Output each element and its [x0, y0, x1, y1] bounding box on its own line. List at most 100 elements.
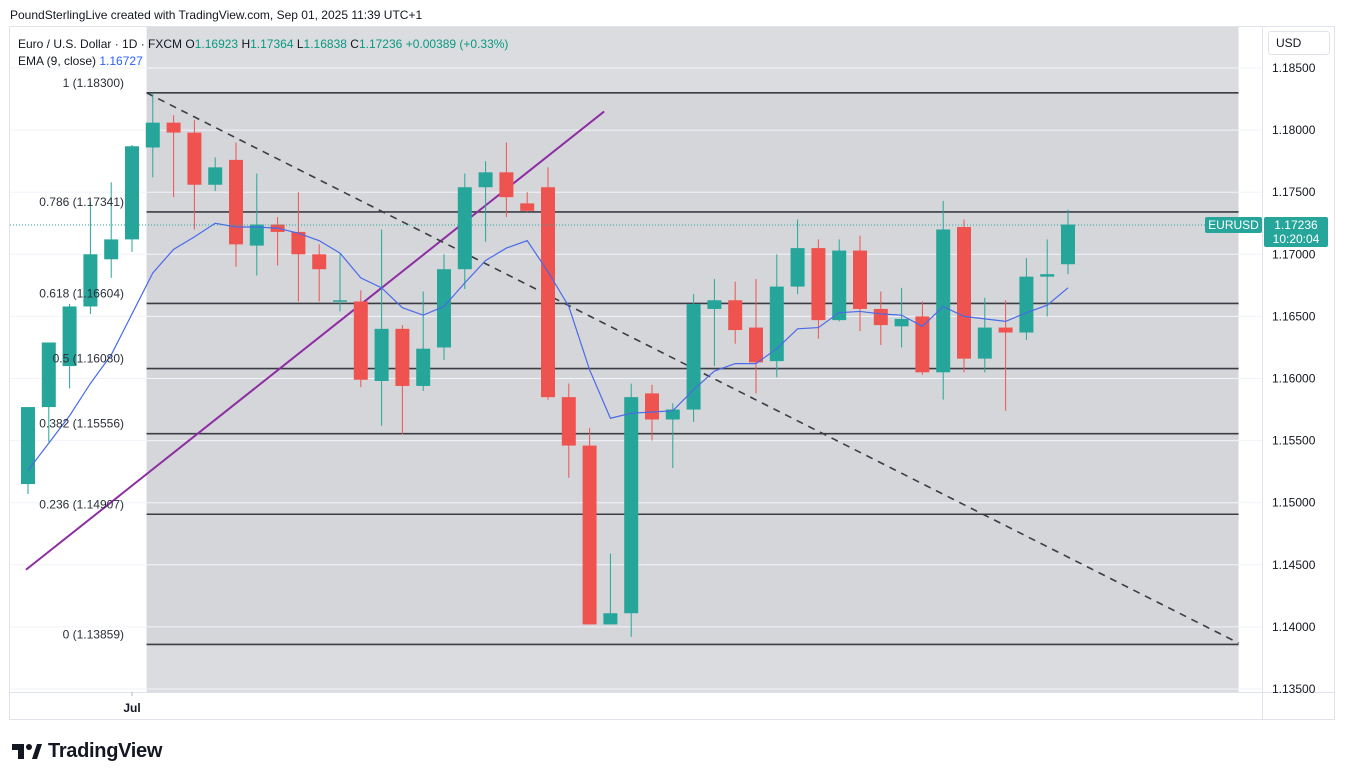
ohlc-row: Euro / U.S. Dollar · 1D · FXCM O1.16923 … — [18, 36, 508, 53]
candle-body — [333, 300, 347, 302]
price-tag[interactable] — [1264, 216, 1328, 247]
candle — [707, 279, 722, 367]
candle-body — [437, 269, 451, 348]
candle-body — [312, 254, 327, 270]
price-tick-label[interactable]: 1.18000 — [1272, 123, 1316, 137]
candle-body — [541, 187, 555, 398]
candle — [603, 553, 618, 625]
candle — [624, 383, 639, 637]
candle-body — [229, 159, 243, 245]
candle — [353, 290, 368, 388]
candle — [41, 342, 56, 442]
price-tick-label[interactable]: 1.15500 — [1272, 434, 1316, 448]
candle-body — [1061, 224, 1075, 265]
candle — [229, 142, 243, 267]
price-tick-label[interactable]: 1.13500 — [1272, 682, 1316, 696]
price-axis-area — [10, 67, 1262, 690]
ema-value: 1.16727 — [99, 54, 143, 68]
candle-body — [749, 327, 763, 363]
candle-body — [707, 300, 722, 309]
symbol-tag-label: EURUSD — [1208, 218, 1259, 232]
candle — [936, 200, 951, 400]
candle — [395, 325, 410, 435]
candle-body — [125, 146, 139, 240]
candle — [208, 157, 223, 191]
candle — [1019, 258, 1034, 340]
candle-body — [1019, 276, 1034, 333]
fibonacci-labels: 1 (1.18300) 0.786 (1.17341) 0.618 (1.16604… — [39, 76, 124, 642]
candle-body — [83, 254, 98, 307]
candle — [769, 254, 784, 378]
candle-body — [603, 613, 618, 625]
price-tick-label[interactable]: 1.16000 — [1272, 372, 1316, 386]
price-tag-countdown: 10:20:04 — [1273, 232, 1320, 246]
chart-credit: PoundSterlingLive created with TradingVi… — [10, 8, 423, 22]
ema-row: EMA (9, close) 1.16727 — [18, 53, 508, 70]
candle-body — [957, 226, 971, 359]
candle — [915, 301, 930, 375]
candle-body — [873, 308, 888, 326]
candle-body — [582, 445, 597, 625]
currency-button[interactable]: USD — [1268, 31, 1330, 55]
candle-body — [166, 122, 181, 133]
candle-body — [977, 327, 992, 359]
candle-body — [624, 397, 639, 614]
price-tick-label[interactable]: 1.14000 — [1272, 620, 1316, 634]
ema-polyline — [27, 222, 1069, 471]
tradingview-logo[interactable]: TradingView — [12, 740, 162, 763]
price-tick-label[interactable]: 1.15000 — [1272, 496, 1316, 510]
candle — [1040, 239, 1055, 317]
candle-body — [998, 327, 1013, 333]
tradingview-icon — [12, 744, 42, 759]
fib-level-label: 0.618 (1.16604) — [39, 286, 124, 300]
time-axis-label[interactable]: Jul — [123, 701, 140, 715]
candle-body — [811, 248, 826, 321]
candle — [811, 239, 826, 339]
candle — [957, 219, 971, 373]
price-tick-label[interactable]: 1.17500 — [1272, 185, 1316, 199]
price-tick-label[interactable]: 1.14500 — [1272, 558, 1316, 572]
candle — [499, 142, 514, 218]
candle — [561, 383, 576, 478]
ema-label[interactable]: EMA (9, close) — [18, 54, 97, 68]
candle-body — [1040, 274, 1055, 277]
fib-level-label: 0.5 (1.16080) — [53, 352, 124, 366]
candle — [728, 281, 743, 344]
candle-body — [249, 224, 264, 246]
candle — [853, 235, 867, 332]
chart-frame[interactable] — [9, 26, 1335, 720]
price-tick-label[interactable]: 1.16500 — [1272, 309, 1316, 323]
candle-body — [915, 316, 930, 373]
price-tick-label[interactable]: 1.17000 — [1272, 247, 1316, 261]
candle — [832, 239, 847, 322]
candle-body — [853, 250, 867, 309]
candle-body — [832, 250, 847, 321]
candle — [125, 145, 139, 252]
axes[interactable]: 1.18500 1.18000 1.17500 1.17000 1.16500 1.160… — [10, 27, 1334, 720]
ema-line — [27, 222, 1069, 471]
candle — [291, 192, 306, 302]
candle — [312, 244, 327, 302]
candle — [478, 161, 493, 242]
candle — [166, 115, 181, 198]
candle-body — [728, 300, 743, 331]
candle — [665, 403, 680, 468]
brand-name: TradingView — [48, 740, 163, 762]
candle-body — [645, 393, 659, 420]
candle — [582, 428, 597, 625]
candle — [416, 291, 431, 391]
fib-level-label: 1 (1.18300) — [63, 76, 124, 90]
fib-zone-extension — [146, 27, 1239, 93]
candle-body — [686, 303, 701, 410]
change-value: +0.00389 (+0.33%) — [405, 37, 509, 51]
open-label: O — [185, 37, 195, 51]
price-tick-label[interactable]: 1.18500 — [1272, 61, 1316, 75]
symbol-title[interactable]: Euro / U.S. Dollar · 1D · FXCM — [18, 37, 183, 51]
candle-body — [104, 239, 119, 260]
symbol-tag[interactable] — [1205, 216, 1262, 233]
candle-body — [894, 318, 909, 327]
low-label: L — [296, 37, 304, 51]
candle-body — [208, 167, 223, 185]
price-tag-value: 1.17236 — [1274, 218, 1318, 232]
